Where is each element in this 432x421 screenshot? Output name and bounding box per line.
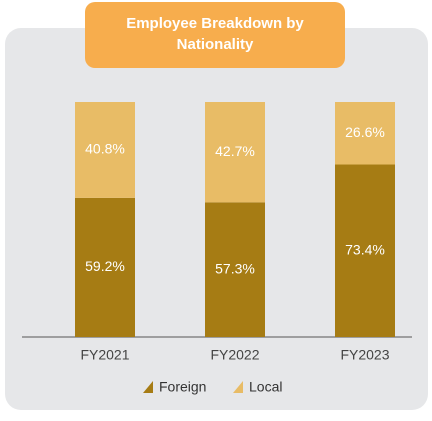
chart-title: Employee Breakdown by [126,15,304,32]
legend-label: Local [249,379,282,395]
x-tick-label: FY2023 [340,347,389,363]
bar-segment [335,164,395,337]
x-tick-label: FY2022 [210,347,259,363]
data-label: 40.8% [85,141,125,157]
bar-segment [75,102,135,198]
bar-segment [205,202,265,337]
bar-segment [335,102,395,165]
chart-title: Nationality [177,36,254,53]
data-label: 57.3% [215,260,255,276]
bar-segment [75,197,135,337]
data-label: 42.7% [215,143,255,159]
x-tick-label: FY2021 [80,347,129,363]
data-label: 26.6% [345,124,385,140]
title-box [85,2,345,68]
data-label: 59.2% [85,258,125,274]
legend-marker [233,381,243,393]
legend-marker [143,381,153,393]
bar-segment [205,102,265,203]
data-label: 73.4% [345,241,385,257]
legend-label: Foreign [159,379,206,395]
